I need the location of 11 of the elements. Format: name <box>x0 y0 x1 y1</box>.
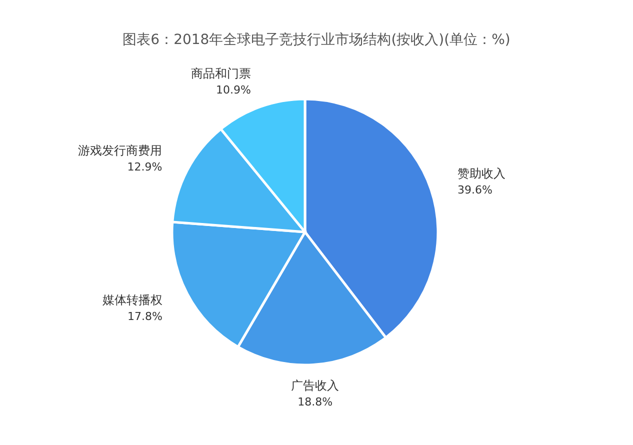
data-label: 10.9% <box>216 83 251 96</box>
chart-title: 图表6：2018年全球电子竞技行业市场结构(按收入)(单位：%) <box>122 32 510 48</box>
data-label: 17.8% <box>128 310 162 323</box>
data-label: 39.6% <box>457 183 492 196</box>
slice-label: 广告收入 <box>291 378 340 393</box>
data-label: 18.8% <box>298 396 333 409</box>
slice-label: 赞助收入 <box>457 166 506 180</box>
data-label: 12.9% <box>127 160 162 174</box>
slice-label: 媒体转播权 <box>102 292 162 307</box>
slice-label: 商品和门票 <box>190 66 251 80</box>
slice-label: 游戏发行商费用 <box>78 144 162 158</box>
